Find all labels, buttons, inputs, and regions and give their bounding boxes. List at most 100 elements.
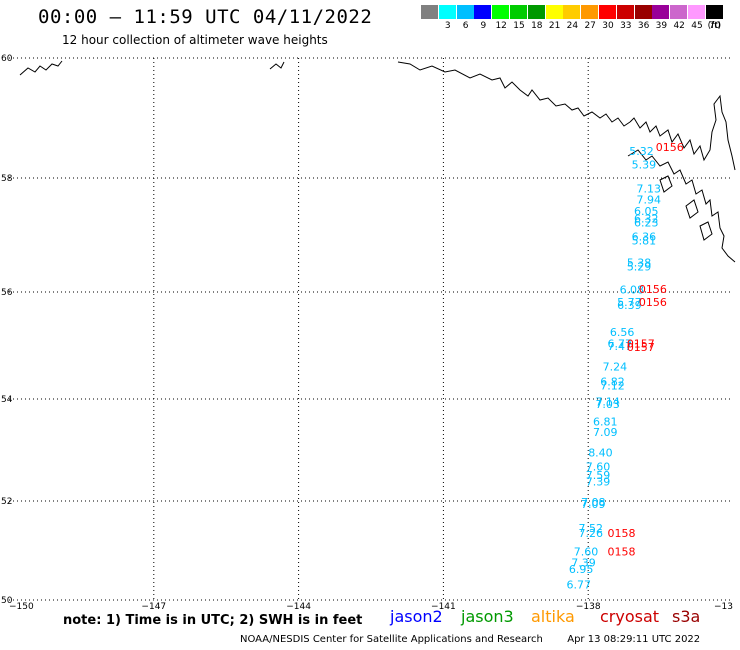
latitude-label: 58: [1, 174, 13, 184]
observation-swh-label: 7.09: [593, 426, 618, 439]
observation-time-label: 0158: [608, 527, 636, 540]
observation-swh-label: 6.56: [610, 326, 635, 339]
observation-swh-label: 7.09: [581, 498, 606, 511]
colorbar-tick-label: 9: [480, 21, 487, 31]
coastline-island-2: [685, 199, 699, 219]
observation-swh-label: 8.40: [588, 447, 613, 460]
observation-time-label: 0156: [639, 283, 667, 296]
observation-swh-label: 6.05: [634, 205, 659, 218]
satellite-cryosat: cryosat: [600, 607, 660, 626]
observation-swh-label: 5.77: [617, 296, 642, 309]
observation-swh-label: 5.32: [629, 145, 654, 158]
longitude-label: −141: [431, 602, 456, 612]
colorbar-tick-label: 12: [495, 21, 507, 31]
latitude-label: 56: [1, 288, 13, 298]
colorbar-unit: (ft): [707, 21, 722, 31]
observation-swh-label: 6.81: [593, 416, 618, 429]
colorbar-swatch: [527, 5, 545, 19]
coastline-island-1: [659, 175, 673, 193]
colorbar-swatch: [616, 5, 634, 19]
observation-swh-label: 7.24: [603, 361, 628, 374]
colorbar-swatch: [599, 5, 616, 19]
coastline-gulf-of-alaska: [397, 61, 631, 127]
observation-time-label: 0156: [639, 296, 667, 309]
observation-swh-label: 5.38: [627, 256, 652, 269]
observation-swh-label: 7.60: [586, 460, 611, 473]
colorbar-tick-label: 42: [673, 21, 685, 31]
colorbar-tick-label: 45: [691, 21, 703, 31]
colorbar-swatch: [456, 5, 474, 19]
coastline: [19, 60, 736, 263]
longitude-label: −150: [9, 602, 34, 612]
observation-labels: 5.325.39 7.137.946.056.326.23 6.365.81 5.38…: [566, 141, 683, 592]
observation-swh-label: 6.08: [620, 284, 645, 297]
credit-timestamp: Apr 13 08:29:11 UTC 2022: [567, 634, 701, 645]
legend-note: note: 1) Time is in UTC; 2) SWH is in fe…: [63, 613, 363, 628]
colorbar-swatch: [670, 5, 688, 19]
latitude-label: 52: [1, 497, 12, 507]
coastline-southeast-alaska: [629, 94, 736, 171]
colorbar-tick-label: 6: [462, 21, 469, 31]
latitude-label: 60: [1, 54, 13, 64]
observation-swh-label: 6.39: [617, 299, 642, 312]
longitude-label: −147: [141, 602, 166, 612]
colorbar-tick-label: 3: [444, 21, 451, 31]
observation-swh-label: 6.77: [566, 579, 591, 592]
observation-swh-label: 6.77: [608, 338, 633, 351]
observation-swh-label: 6.32: [634, 212, 659, 225]
colorbar-tick-label: 33: [620, 21, 632, 31]
colorbar-swatch: [705, 5, 723, 19]
observation-swh-label: 7.13: [636, 182, 661, 195]
colorbar-tick-label: 30: [602, 21, 614, 31]
observation-swh-label: 7.59: [586, 469, 611, 482]
observation-swh-label: 7.03: [595, 398, 620, 411]
colorbar-swatch: [492, 5, 510, 19]
coastline-alexander-archipelago: [627, 149, 736, 263]
colorbar-swatch: [545, 5, 563, 19]
observation-swh-label: 5.39: [632, 158, 657, 171]
observation-swh-label: 6.95: [569, 563, 594, 576]
satellite-altika: altika: [531, 607, 575, 626]
colorbar-swatch: [688, 5, 705, 19]
observation-swh-label: 5.81: [632, 235, 657, 248]
colorbar-tick-label: 39: [655, 21, 668, 31]
observation-swh-label: 7.08: [581, 496, 606, 509]
colorbar-swatch: [438, 5, 456, 19]
observation-swh-label: 5.29: [627, 260, 652, 273]
credit-text: NOAA/NESDIS Center for Satellite Applica…: [240, 634, 543, 645]
latitude-label: 54: [1, 395, 13, 405]
colorbar-tick-label: 24: [566, 21, 579, 31]
observation-swh-label: 6.23: [634, 216, 659, 229]
observation-swh-label: 7.39: [571, 556, 596, 569]
satellite-jason3: jason3: [461, 607, 514, 626]
colorbar-tick-label: 18: [531, 21, 543, 31]
colorbar-tick-label: 21: [548, 21, 561, 31]
satellite-jason2: jason2: [390, 607, 443, 626]
observation-time-label: 0156: [656, 141, 684, 154]
colorbar-tick-label: 27: [584, 21, 596, 31]
observation-swh-label: 7.39: [586, 476, 611, 489]
footer-credit: NOAA/NESDIS Center for Satellite Applica…: [240, 634, 700, 645]
coastline-kodiak-fragment: [269, 61, 285, 70]
colorbar-swatch: [634, 5, 652, 19]
colorbar-swatch: [563, 5, 581, 19]
satellite-s3a: s3a: [672, 607, 701, 626]
longitude-label: −138: [576, 602, 601, 612]
colorbar-tick-label: 15: [513, 21, 525, 31]
observation-swh-label: 7.14: [595, 396, 620, 409]
observation-swh-label: 7.12: [600, 379, 625, 392]
observation-swh-label: 7.52: [579, 522, 604, 535]
longitude-label: −13: [714, 602, 733, 612]
colorbar-swatch: [421, 5, 438, 19]
observation-swh-label: 7.47: [608, 340, 633, 353]
colorbar-tick-label: 36: [637, 21, 650, 31]
latitude-label: 50: [1, 596, 13, 606]
page-title: 00:00 – 11:59 UTC 04/11/2022: [38, 6, 373, 28]
longitude-label: −144: [286, 602, 311, 612]
colorbar-swatch: [652, 5, 670, 19]
observation-time-label: 0158: [608, 545, 636, 558]
colorbar-swatch: [474, 5, 492, 19]
observation-time-label: 0157: [627, 341, 655, 354]
